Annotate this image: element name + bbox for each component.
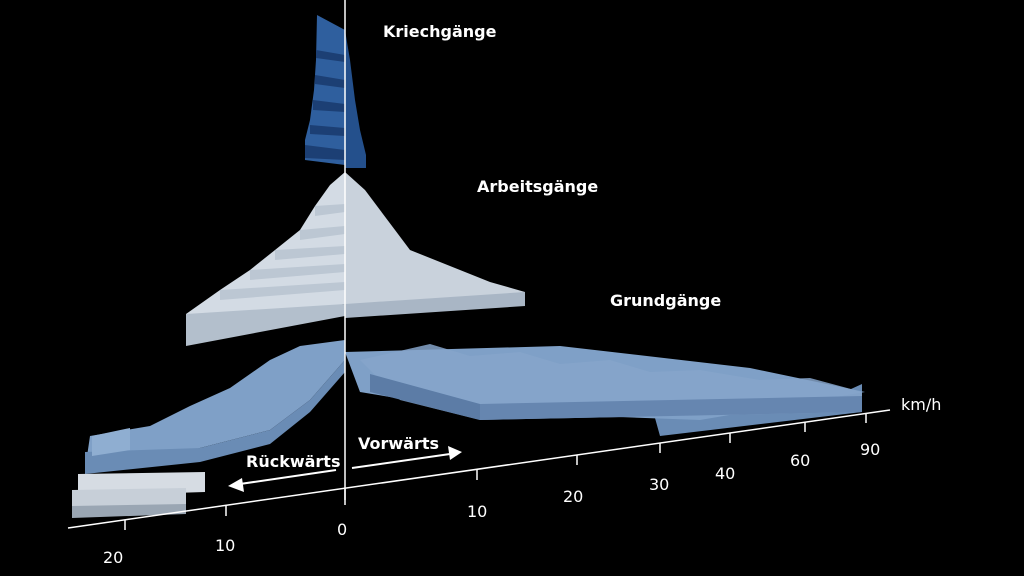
tick-label-40: 40 — [715, 464, 735, 483]
work-gears — [186, 172, 525, 346]
forward-label: Vorwärts — [358, 434, 439, 453]
tick-label-90: 90 — [860, 440, 880, 459]
reverse-label: Rückwärts — [246, 452, 340, 471]
speed-axis-line — [67, 409, 891, 529]
work-gears-label: Arbeitsgänge — [477, 177, 598, 196]
basic-gears-reverse — [85, 340, 345, 474]
tick-label-10: 10 — [467, 502, 487, 521]
tick-label-reverse-10: 10 — [215, 536, 235, 555]
basic-gears-label: Grundgänge — [610, 291, 721, 310]
forward-arrow — [351, 446, 462, 469]
tick-label-30: 30 — [649, 475, 669, 494]
tick-label-20: 20 — [563, 487, 583, 506]
tick-label-0: 0 — [337, 520, 347, 539]
basic-gears-forward — [345, 344, 865, 436]
creep-gears-label: Kriechgänge — [383, 22, 497, 41]
axis-unit-label: km/h — [901, 395, 941, 414]
reverse-arrow — [228, 469, 337, 492]
tick-label-reverse-20: 20 — [103, 548, 123, 567]
tick-label-60: 60 — [790, 451, 810, 470]
axis-ticks — [124, 413, 867, 530]
creep-gears — [305, 15, 366, 168]
